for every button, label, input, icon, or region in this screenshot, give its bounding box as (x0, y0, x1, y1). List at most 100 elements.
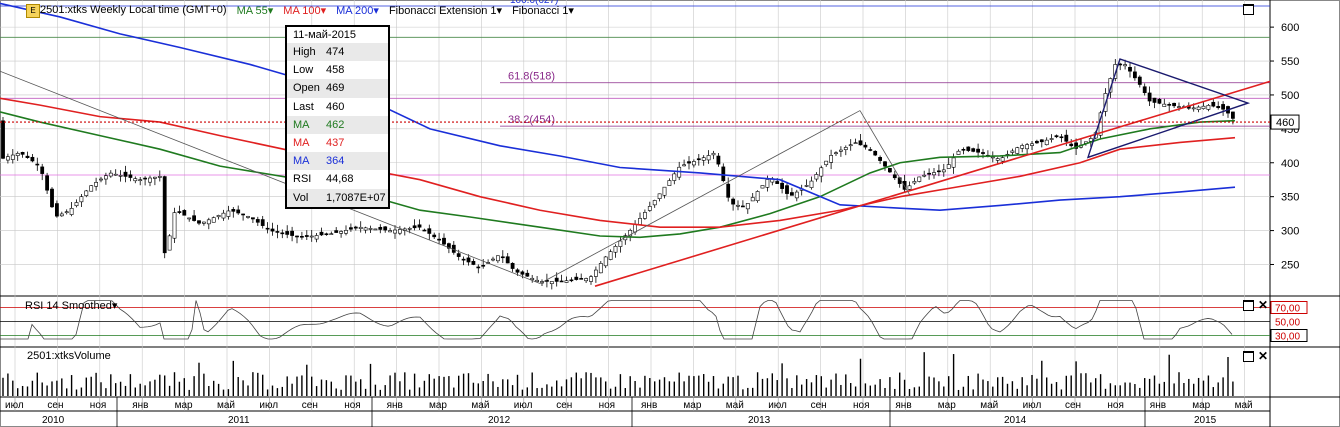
maximize-volume-panel-icon[interactable] (1243, 351, 1254, 362)
candle-body (108, 172, 113, 177)
candle-body (334, 230, 339, 233)
candle-body (393, 229, 397, 234)
indicator-1[interactable]: MA 100▾ (283, 4, 327, 17)
candle-body (775, 181, 780, 184)
candle-body (500, 256, 505, 259)
candle-body (608, 251, 613, 260)
tooltip-value: 44,68 (326, 173, 354, 186)
candle-body (892, 174, 897, 179)
y-tick-label: 500 (1281, 90, 1299, 102)
candle-body (515, 269, 520, 273)
maximize-price-panel-icon[interactable] (1243, 4, 1254, 15)
candle-body (30, 156, 35, 162)
candle-body (1206, 105, 1211, 110)
maximize-rsi-panel-icon[interactable] (1243, 300, 1254, 311)
close-volume-panel-icon[interactable]: ✕ (1258, 349, 1269, 363)
y-tick-label: 600 (1281, 22, 1299, 34)
candle-body (1172, 102, 1177, 107)
candle-body (956, 150, 961, 155)
fib-level-label: 61.8(518) (508, 71, 555, 83)
x-month-label: июл (259, 400, 278, 411)
x-year-label: 2015 (1194, 415, 1217, 426)
candle-body (1221, 104, 1226, 110)
candle-body (148, 177, 152, 183)
candle-body (549, 281, 554, 284)
x-month-label: мар (683, 400, 701, 411)
x-month-label: янв (641, 400, 657, 411)
tooltip-key: Low (293, 64, 314, 77)
candle-body (1088, 138, 1093, 142)
candle-body (275, 231, 280, 233)
rsi-level-box (1270, 301, 1308, 314)
candle-body (231, 209, 236, 212)
candle-body (745, 203, 750, 210)
fib-top-label: 100.0(627) (510, 0, 558, 6)
x-month-label: мар (429, 400, 447, 411)
x-month-label: май (980, 400, 998, 411)
candle-body (755, 191, 760, 202)
close-rsi-panel-icon[interactable]: ✕ (1258, 298, 1269, 312)
volume-panel-title[interactable]: 2501:xtksVolume (27, 350, 111, 362)
symbol-info[interactable]: 2501:xtks Weekly Local time (GMT+0) (40, 4, 227, 16)
candle-body (344, 230, 348, 234)
candle-body (495, 255, 500, 262)
candle-body (1039, 139, 1044, 143)
x-month-label: ноя (599, 400, 616, 411)
candle-body (584, 278, 589, 282)
candle-body (10, 154, 15, 160)
x-month-label: июл (5, 400, 24, 411)
indicator-3[interactable]: Fibonacci Extension 1▾ (388, 4, 503, 17)
candle-body (726, 183, 731, 198)
candle-body (863, 144, 868, 148)
tooltip-row-vol-8: Vol 1,7087E+07 (287, 188, 388, 207)
x-month-label: сен (1065, 400, 1081, 411)
candle-body (927, 172, 932, 175)
tooltip-row-low-1: Low 458 (287, 61, 388, 79)
ma55-line (0, 111, 1236, 239)
candle-body (417, 224, 422, 228)
candle-body (133, 178, 138, 182)
channel-line-3 (859, 110, 911, 196)
candle-body (353, 226, 358, 229)
rsi-level-label: 30,00 (1275, 332, 1300, 343)
candle-body (687, 161, 691, 164)
rsi-level-label: 70,00 (1275, 304, 1300, 315)
candle-body (373, 228, 378, 231)
indicator-4[interactable]: Fibonacci 1▾ (512, 4, 574, 17)
candle-body (280, 232, 285, 235)
indicator-2[interactable]: MA 200▾ (336, 4, 379, 17)
tooltip-key: Last (293, 100, 314, 113)
candle-body (1201, 105, 1206, 109)
candle-body (35, 163, 40, 166)
candle-body (618, 240, 623, 247)
x-month-label: май (1235, 400, 1253, 411)
rsi-line (0, 300, 1233, 340)
candle-body (858, 140, 863, 146)
candle-body (662, 186, 667, 196)
tooltip-row-open-2: Open 469 (287, 79, 388, 98)
candle-body (79, 196, 84, 203)
candle-body (1, 120, 5, 159)
candle-body (290, 230, 295, 236)
candle-body (951, 157, 956, 168)
candle-body (187, 217, 192, 220)
candle-body (241, 213, 246, 216)
candle-body (765, 179, 770, 188)
candle-body (559, 280, 564, 283)
candle-body (412, 225, 417, 229)
candle-body (633, 224, 638, 233)
candle-body (162, 176, 167, 254)
candle-body (917, 176, 922, 182)
indicator-0[interactable]: MA 55▾ (236, 4, 274, 17)
candle-body (569, 279, 574, 282)
candle-body (1049, 138, 1054, 140)
rsi-panel-title[interactable]: RSI 14 Smoothed▾ (25, 300, 118, 312)
candle-body (525, 272, 530, 277)
x-month-label: янв (132, 400, 148, 411)
candle-body (1152, 97, 1157, 103)
last-price-box (1270, 114, 1300, 130)
candle-body (74, 202, 79, 207)
candle-body (593, 269, 598, 277)
candle-body (961, 148, 966, 151)
candle-body (848, 144, 853, 147)
